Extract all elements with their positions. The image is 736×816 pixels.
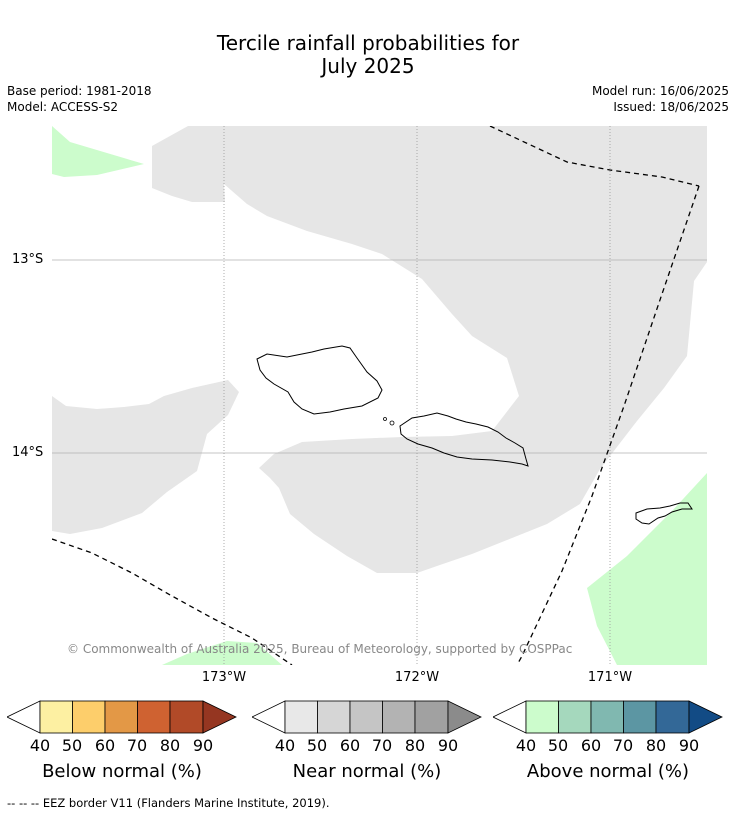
above-normal-region-nw [52, 126, 144, 177]
below-tick-80: 80 [159, 736, 181, 755]
graticule [52, 126, 707, 665]
near-swatch-0 [284, 700, 318, 734]
above-normal-region-se [587, 473, 707, 665]
above-tick-60: 60 [580, 736, 602, 755]
map-title-line1: Tercile rainfall probabilities for [216, 31, 520, 55]
near-tick-40: 40 [274, 736, 296, 755]
colorbar-near-normal [252, 700, 482, 734]
lat-label-13s: 13°S [12, 252, 44, 267]
near-swatch-4 [414, 700, 449, 734]
apolima-islet [389, 420, 395, 426]
near-tick-70: 70 [371, 736, 393, 755]
colorbar-above-normal [493, 700, 723, 734]
above-normal-region-s [162, 641, 282, 665]
lon-label-173w: 173°W [201, 670, 247, 685]
near-normal-region-main [152, 126, 707, 573]
near-normal-region-west [52, 380, 239, 534]
map-svg [52, 126, 707, 665]
below-swatch-3 [137, 700, 171, 734]
map-title-line2: July 2025 [321, 54, 415, 78]
below-normal-label: Below normal (%) [42, 761, 202, 782]
near-tick-90: 90 [437, 736, 459, 755]
above-tick-90: 90 [678, 736, 700, 755]
below-tick-40: 40 [29, 736, 51, 755]
below-tick-90: 90 [192, 736, 214, 755]
below-tick-50: 50 [61, 736, 83, 755]
map-panel [52, 126, 707, 665]
above-swatch-4 [655, 700, 690, 734]
above-swatch-2 [590, 700, 624, 734]
base-period: Base period: 1981-2018 [7, 84, 152, 98]
above-swatch-1 [558, 700, 592, 734]
below-tick-60: 60 [94, 736, 116, 755]
below-swatch-1 [72, 700, 106, 734]
savaii-island [256, 345, 383, 415]
near-tick-80: 80 [404, 736, 426, 755]
upolu-island [399, 412, 529, 467]
above-swatch-3 [623, 700, 657, 734]
below-tick-70: 70 [126, 736, 148, 755]
above-normal-label: Above normal (%) [526, 761, 690, 782]
copyright-text: © Commonwealth of Australia 2025, Bureau… [67, 642, 573, 656]
near-swatch-3 [382, 700, 416, 734]
issued-date: Issued: 18/06/2025 [613, 100, 729, 114]
near-swatch-2 [349, 700, 383, 734]
below-swatch-4 [169, 700, 204, 734]
near-tick-60: 60 [339, 736, 361, 755]
colorbar-below-normal [7, 700, 237, 734]
model-name: Model: ACCESS-S2 [7, 100, 119, 114]
below-swatch-2 [104, 700, 138, 734]
above-tick-70: 70 [612, 736, 634, 755]
lon-label-172w: 172°W [394, 670, 440, 685]
eez-border [52, 126, 700, 665]
model-run: Model run: 16/06/2025 [591, 84, 729, 98]
above-tick-80: 80 [645, 736, 667, 755]
above-tick-50: 50 [547, 736, 569, 755]
above-tick-40: 40 [515, 736, 537, 755]
below-swatch-0 [39, 700, 73, 734]
tutuila-island [635, 502, 693, 525]
manono-islet [383, 417, 387, 421]
near-swatch-1 [317, 700, 351, 734]
near-tick-50: 50 [306, 736, 328, 755]
above-swatch-0 [525, 700, 559, 734]
lat-label-14s: 14°S [12, 445, 44, 460]
eez-footnote: -- -- -- EEZ border V11 (Flanders Marine… [7, 796, 330, 810]
near-normal-label: Near normal (%) [292, 761, 442, 782]
lon-label-171w: 171°W [587, 670, 633, 685]
